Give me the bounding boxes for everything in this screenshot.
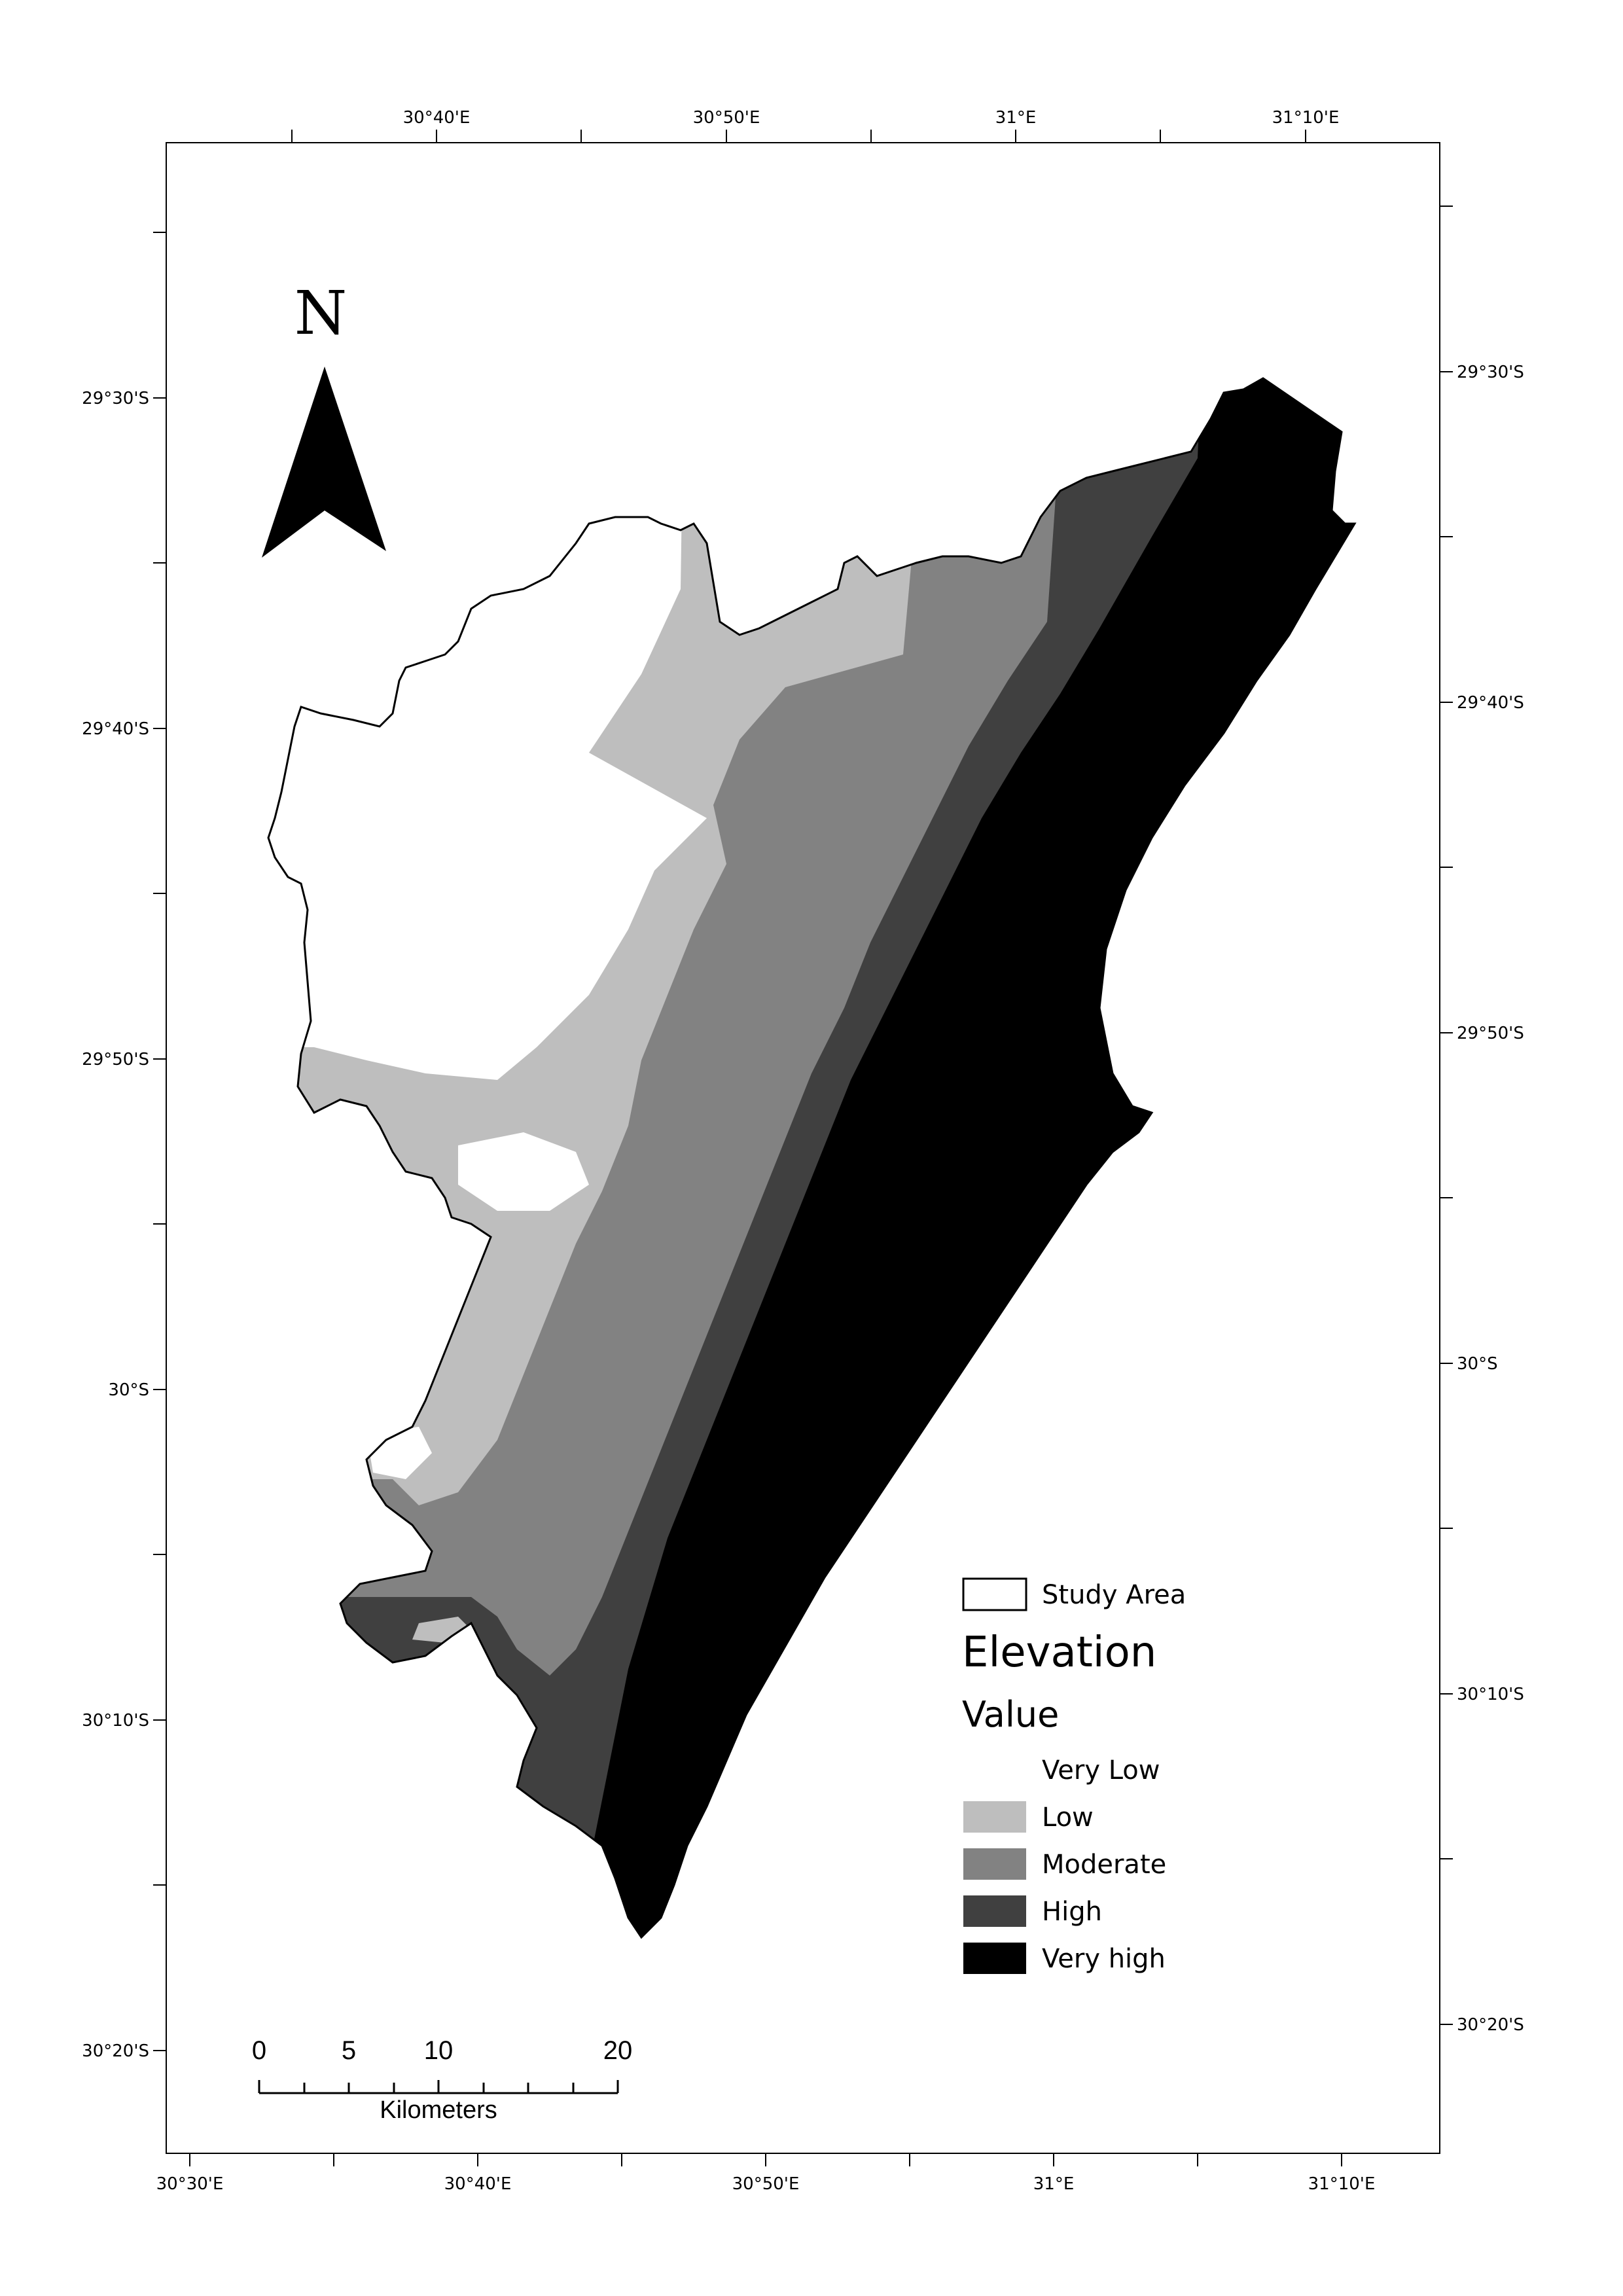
coord-label-right-1: 29°30'S bbox=[1457, 363, 1524, 382]
coord-label-right-3: 29°50'S bbox=[1457, 1024, 1524, 1043]
legend-label-high: High bbox=[1042, 1897, 1102, 1927]
coord-label-left-4: 30°S bbox=[108, 1380, 149, 1400]
coord-label-top-4: 31°10'E bbox=[1272, 108, 1340, 128]
legend-title: Elevation bbox=[962, 1628, 1156, 1677]
coordinate-labels-left: 29°30'S 29°40'S 29°50'S 30°S 30°10'S 30°… bbox=[82, 389, 149, 2061]
coord-label-left-6: 30°20'S bbox=[82, 2041, 149, 2061]
scale-bar-label-0: 0 bbox=[252, 2036, 266, 2065]
legend-label-very-low: Very Low bbox=[1042, 1755, 1160, 1785]
legend-label-moderate: Moderate bbox=[1042, 1850, 1166, 1880]
north-arrow: N bbox=[262, 278, 386, 558]
legend-swatch-low bbox=[963, 1801, 1026, 1833]
coord-label-left-5: 30°10'S bbox=[82, 1711, 149, 1731]
coord-label-bottom-2: 30°40'E bbox=[444, 2174, 512, 2194]
coord-label-bottom-4: 31°E bbox=[1033, 2174, 1075, 2194]
coordinate-labels-bottom: 30°30'E 30°40'E 30°50'E 31°E 31°10'E bbox=[156, 2174, 1376, 2194]
scale-bar-label-10: 10 bbox=[424, 2036, 454, 2065]
coord-label-left-2: 29°40'S bbox=[82, 719, 149, 739]
coord-label-top-3: 31°E bbox=[995, 108, 1037, 128]
elevation-raster bbox=[166, 143, 1440, 2153]
coord-label-top-1: 30°40'E bbox=[403, 108, 471, 128]
legend-swatch-moderate bbox=[963, 1848, 1026, 1880]
coord-label-bottom-3: 30°50'E bbox=[732, 2174, 800, 2194]
coordinate-labels-top: 30°40'E 30°50'E 31°E 31°10'E bbox=[403, 108, 1340, 128]
coord-label-right-6: 30°20'S bbox=[1457, 2015, 1524, 2035]
coord-label-right-2: 29°40'S bbox=[1457, 693, 1524, 713]
scale-bar-unit: Kilometers bbox=[380, 2096, 497, 2124]
legend-subtitle: Value bbox=[962, 1694, 1059, 1735]
scale-bar-label-20: 20 bbox=[603, 2036, 633, 2065]
legend-study-area-label: Study Area bbox=[1042, 1580, 1186, 1610]
legend-swatch-high bbox=[963, 1895, 1026, 1927]
legend-label-low: Low bbox=[1042, 1803, 1094, 1833]
legend-study-area-swatch bbox=[963, 1579, 1026, 1610]
scale-bar-label-5: 5 bbox=[342, 2036, 356, 2065]
legend-swatch-very-low bbox=[963, 1754, 1026, 1785]
coord-label-right-4: 30°S bbox=[1457, 1354, 1498, 1374]
coord-label-bottom-1: 30°30'E bbox=[156, 2174, 224, 2194]
legend-label-very-high: Very high bbox=[1042, 1944, 1166, 1974]
scale-bar: 0 5 10 20 Kilometers bbox=[252, 2036, 632, 2124]
legend: Study Area Elevation Value Very Low Low … bbox=[962, 1579, 1186, 1974]
coord-label-right-5: 30°10'S bbox=[1457, 1685, 1524, 1704]
north-arrow-icon bbox=[262, 367, 386, 558]
coord-label-bottom-5: 31°10'E bbox=[1308, 2174, 1376, 2194]
coord-label-top-2: 30°50'E bbox=[693, 108, 760, 128]
coord-label-left-1: 29°30'S bbox=[82, 389, 149, 408]
coordinate-labels-right: 29°30'S 29°40'S 29°50'S 30°S 30°10'S 30°… bbox=[1457, 363, 1524, 2035]
coord-label-left-3: 29°50'S bbox=[82, 1050, 149, 1069]
legend-swatch-very-high bbox=[963, 1943, 1026, 1974]
north-arrow-label: N bbox=[294, 278, 348, 348]
